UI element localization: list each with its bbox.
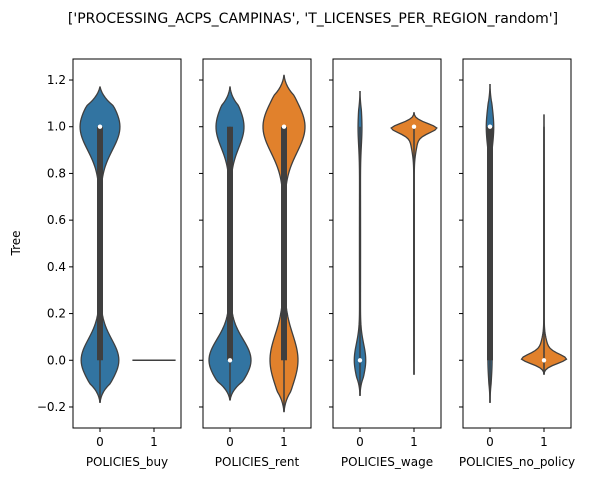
y-tick-label: 1.0	[47, 120, 66, 134]
x-tick-label: 1	[150, 435, 158, 449]
panel-POLICIES_no_policy: 0 1 POLICIES_no_policy	[459, 58, 575, 469]
median-POLICIES_no_policy-1	[541, 358, 547, 363]
x-tick-label: 0	[486, 435, 494, 449]
median-POLICIES_rent-0	[227, 358, 233, 363]
y-tick-label: 0.4	[47, 260, 66, 274]
x-tick-label: 1	[280, 435, 288, 449]
axes-frame-POLICIES_wage	[332, 58, 442, 429]
y-tick-label: −0.2	[37, 400, 66, 414]
x-tick-label: 0	[96, 435, 104, 449]
median-POLICIES_wage-1	[411, 124, 417, 129]
x-axis-label-POLICIES_buy: POLICIES_buy	[86, 455, 168, 469]
median-POLICIES_wage-0	[357, 358, 363, 363]
x-axis-label-POLICIES_rent: POLICIES_rent	[215, 455, 300, 469]
y-tick-label: 0.8	[47, 166, 66, 180]
axes-frame-POLICIES_buy	[72, 58, 182, 429]
x-tick-label: 0	[226, 435, 234, 449]
x-axis-label-POLICIES_wage: POLICIES_wage	[341, 455, 433, 469]
y-tick-label: 0.2	[47, 307, 66, 321]
iqr-box-POLICIES_rent-1	[281, 126, 287, 361]
iqr-box-POLICIES_rent-0	[227, 126, 233, 361]
y-tick-label: 1.2	[47, 73, 66, 87]
y-tick-label: 0.6	[47, 213, 66, 227]
iqr-box-POLICIES_no_policy-0	[487, 126, 493, 361]
x-tick-label: 0	[356, 435, 364, 449]
x-axis-label-POLICIES_no_policy: POLICIES_no_policy	[459, 455, 575, 469]
axes-frame-POLICIES_rent	[202, 58, 312, 429]
median-POLICIES_rent-1	[281, 124, 287, 129]
median-POLICIES_buy-0	[97, 124, 103, 129]
chart-title: ['PROCESSING_ACPS_CAMPINAS', 'T_LICENSES…	[68, 11, 558, 27]
iqr-box-POLICIES_buy-0	[97, 126, 103, 361]
median-POLICIES_no_policy-0	[487, 124, 493, 129]
axes-frame-POLICIES_no_policy	[462, 58, 572, 429]
panels: −0.2 0.0 0.2 0.4 0.6 0.8 1.0 1.2 0 1 POLICIES_buy 0…	[37, 58, 575, 469]
y-axis-label: Tree	[9, 230, 23, 256]
panel-POLICIES_rent: 0 1 POLICIES_rent	[199, 58, 312, 469]
panel-POLICIES_buy: −0.2 0.0 0.2 0.4 0.6 0.8 1.0 1.2 0 1 POLICIES_buy	[37, 58, 182, 469]
x-tick-label: 1	[540, 435, 548, 449]
y-tick-label: 0.0	[47, 353, 66, 367]
panel-POLICIES_wage: 0 1 POLICIES_wage	[329, 58, 442, 469]
x-tick-label: 1	[410, 435, 418, 449]
